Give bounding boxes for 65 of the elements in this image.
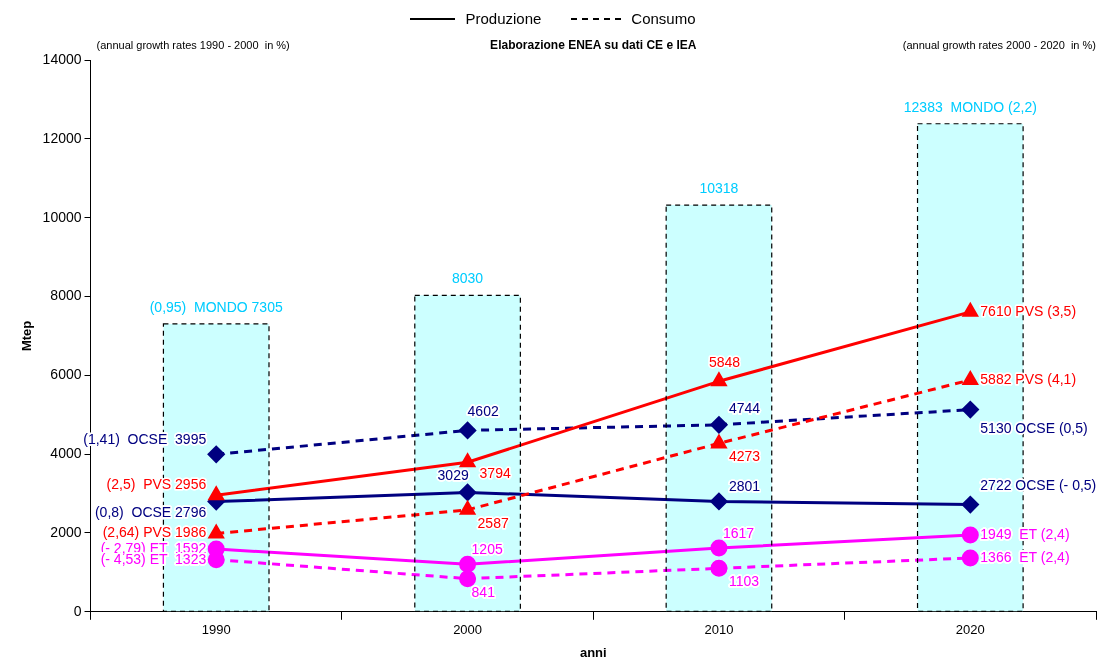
y-tick-label: 10000 (42, 208, 82, 225)
x-tick-label: 2020 (955, 622, 985, 638)
point (459, 483, 477, 501)
data-label: 8030 (452, 270, 484, 287)
y-tick-label: 6000 (50, 366, 82, 383)
point (961, 401, 979, 419)
data-label: 2722 OCSE (- 0,5) (980, 477, 1097, 494)
x-tick-label: 2000 (453, 622, 483, 638)
data-label: 2587 (477, 514, 509, 531)
data-label: 1949 ET (2,4) (980, 525, 1070, 542)
data-label: 1617 (722, 524, 755, 541)
data-label: (0,95) MONDO 7305 (149, 298, 283, 315)
data-label: 5882 PVS (4,1) (980, 370, 1077, 387)
y-tick-label: 2000 (50, 523, 82, 540)
x-tick-label: 1990 (201, 622, 231, 638)
point (710, 559, 728, 577)
y-axis-title: Mtep (19, 320, 35, 352)
data-label: 841 (471, 583, 496, 600)
text: (annual growth rates 1990 - 2000 in %) (96, 39, 290, 52)
point (711, 434, 727, 449)
x-tick-label: 2010 (704, 622, 734, 638)
point (711, 372, 727, 387)
data-label: 1366 ET (2,4) (980, 548, 1070, 565)
y-tick-label: 0 (73, 602, 82, 619)
point (460, 453, 476, 468)
data-label: 3029 (437, 467, 469, 484)
data-label: 4273 (728, 448, 761, 465)
text: (annual growth rates 2000 - 2020 in %) (902, 39, 1096, 52)
y-tick-label: 14000 (42, 50, 82, 67)
data-label: 12383 MONDO (2,2) (903, 98, 1037, 115)
y-tick-label: 4000 (50, 445, 82, 461)
data-label: 4602 (467, 403, 499, 420)
point (961, 549, 979, 567)
text: Consumo (631, 10, 696, 27)
point (961, 496, 979, 514)
data-label: 5130 OCSE (0,5) (980, 420, 1088, 437)
point (962, 303, 978, 317)
text: Produzione (465, 10, 542, 27)
y-tick-label: 8000 (50, 287, 82, 304)
data-label: (0,8) OCSE 2796 (94, 504, 207, 521)
point (459, 421, 477, 439)
data-label: 4744 (728, 399, 761, 416)
data-label: 2801 (728, 478, 761, 495)
point (961, 526, 979, 544)
data-label: 5848 (708, 354, 741, 371)
data-label: (2,64) PVS 1986 (102, 524, 207, 541)
chart-title: Elaborazione ENEA su dati CE e IEA (490, 38, 697, 53)
point (710, 492, 728, 510)
point (460, 501, 476, 515)
data-label: (2,5) PVS 2956 (106, 476, 207, 493)
point (962, 371, 978, 385)
point (459, 555, 477, 573)
point (710, 416, 728, 434)
y-tick-label: 12000 (42, 129, 82, 146)
data-label: 1205 (471, 541, 503, 558)
data-label: 7610 PVS (3,5) (980, 302, 1077, 319)
data-label: 3794 (479, 465, 511, 482)
point (208, 525, 224, 539)
point (207, 445, 225, 463)
data-label: 10318 (699, 179, 739, 196)
point (459, 570, 477, 588)
x-axis-title: anni (579, 644, 607, 660)
point (710, 539, 728, 557)
data-label: 1103 (728, 573, 760, 590)
point (208, 486, 224, 501)
